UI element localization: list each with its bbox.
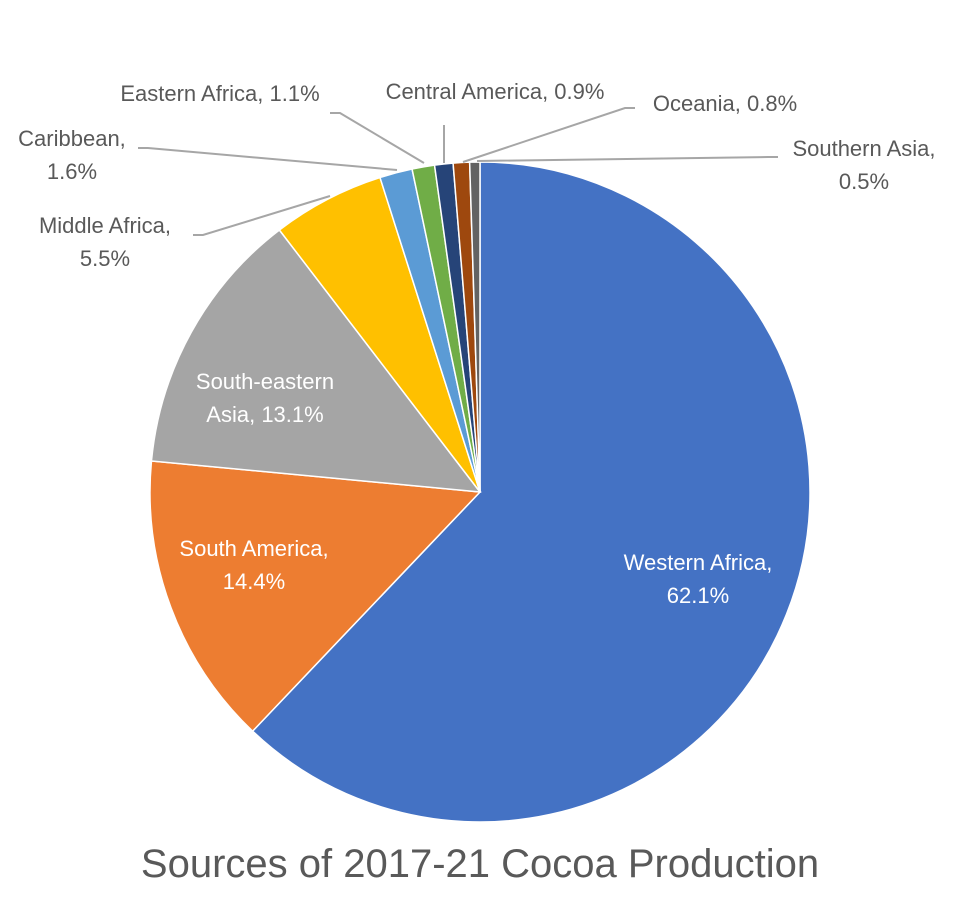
leader-line-eastern-africa: [330, 112, 425, 164]
data-label-western-africa: Western Africa, 62.1%: [624, 550, 773, 608]
pie-slice-south-eastern-asia: [150, 228, 482, 493]
data-label-caribbean: Caribbean, 1.6%: [18, 126, 126, 184]
data-label-eastern-africa: Eastern Africa, 1.1%: [120, 81, 319, 106]
data-label-south-america: South America, 14.4%: [179, 536, 328, 594]
leader-line-southern-asia: [476, 156, 778, 162]
chart-title: Sources of 2017-21 Cocoa Production: [141, 842, 819, 886]
leader-line-oceania: [462, 107, 635, 163]
data-label-southern-asia: Southern Asia, 0.5%: [792, 136, 935, 194]
data-label-central-america: Central America, 0.9%: [386, 79, 605, 104]
leader-line-caribbean: [138, 147, 398, 171]
pie-slice-southern-asia: [468, 161, 481, 493]
pie-slice-south-america: [149, 460, 482, 733]
data-label-oceania: Oceania, 0.8%: [653, 91, 797, 116]
pie-slice-western-africa: [251, 161, 811, 823]
leader-line-middle-africa: [193, 195, 331, 236]
data-label-south-eastern-asia: South-eastern Asia, 13.1%: [196, 369, 334, 427]
data-label-middle-africa: Middle Africa, 5.5%: [39, 213, 171, 271]
